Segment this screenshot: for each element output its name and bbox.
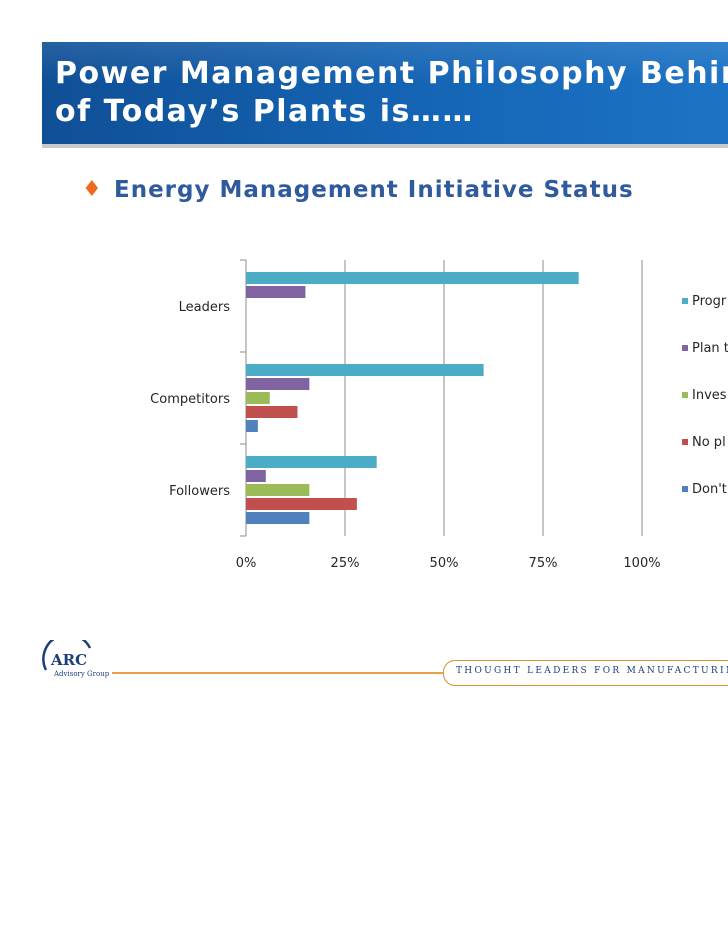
tagline-box: THOUGHT LEADERS FOR MANUFACTURING & SUPP… (443, 660, 728, 686)
legend-label: Progr (692, 294, 727, 309)
legend-label: No pl (692, 435, 726, 450)
bar-inves (246, 392, 270, 404)
bar-inves (246, 484, 310, 496)
slide-title-line-1: Power Management Philosophy Behind (55, 56, 728, 91)
bar-don-t (246, 420, 258, 432)
bar-progr (246, 456, 377, 468)
bar-no-pl (246, 406, 298, 418)
slide-subtitle: Energy Management Initiative Status (114, 177, 634, 203)
x-tick-label: 75% (529, 556, 558, 571)
category-label: Followers (169, 484, 230, 499)
bar-no-pl (246, 498, 357, 510)
legend-label: Plan t (692, 341, 728, 356)
slide: Power Management Philosophy Behind of To… (42, 42, 728, 686)
legend-swatch (682, 486, 688, 492)
diamond-bullet-icon: ♦ (82, 177, 102, 202)
x-tick-label: 50% (430, 556, 459, 571)
category-label: Leaders (179, 300, 231, 315)
legend-label: Don't (692, 482, 727, 497)
logo-text: ARC (50, 651, 87, 669)
arc-logo: ARC Advisory Group (42, 640, 110, 678)
bar-plan-t (246, 286, 306, 298)
category-label: Competitors (150, 392, 230, 407)
title-banner (42, 42, 728, 144)
logo-subtext: Advisory Group (53, 670, 110, 678)
bar-chart: Leaders Competitors Followers 0% 25% 50% 75% 10… (150, 259, 728, 571)
x-tick-label: 100% (623, 556, 660, 571)
footer-rule (112, 672, 728, 674)
bar-don-t (246, 512, 310, 524)
bar-progr (246, 364, 484, 376)
legend-swatch (682, 439, 688, 445)
banner-shadow (42, 144, 728, 148)
slide-title-line-2: of Today’s Plants is…… (55, 94, 474, 129)
legend-label: Inves (692, 388, 727, 403)
x-tick-label: 0% (236, 556, 257, 571)
banner-gloss (42, 42, 728, 82)
legend-swatch (682, 345, 688, 351)
bar-progr (246, 272, 579, 284)
legend-swatch (682, 392, 688, 398)
bar-plan-t (246, 378, 310, 390)
bar-plan-t (246, 470, 266, 482)
x-tick-label: 25% (331, 556, 360, 571)
legend-swatch (682, 298, 688, 304)
footer-tagline: THOUGHT LEADERS FOR MANUFACTURING & SUPP… (456, 666, 728, 676)
slide-title: Power Management Philosophy Behind of To… (55, 55, 728, 131)
